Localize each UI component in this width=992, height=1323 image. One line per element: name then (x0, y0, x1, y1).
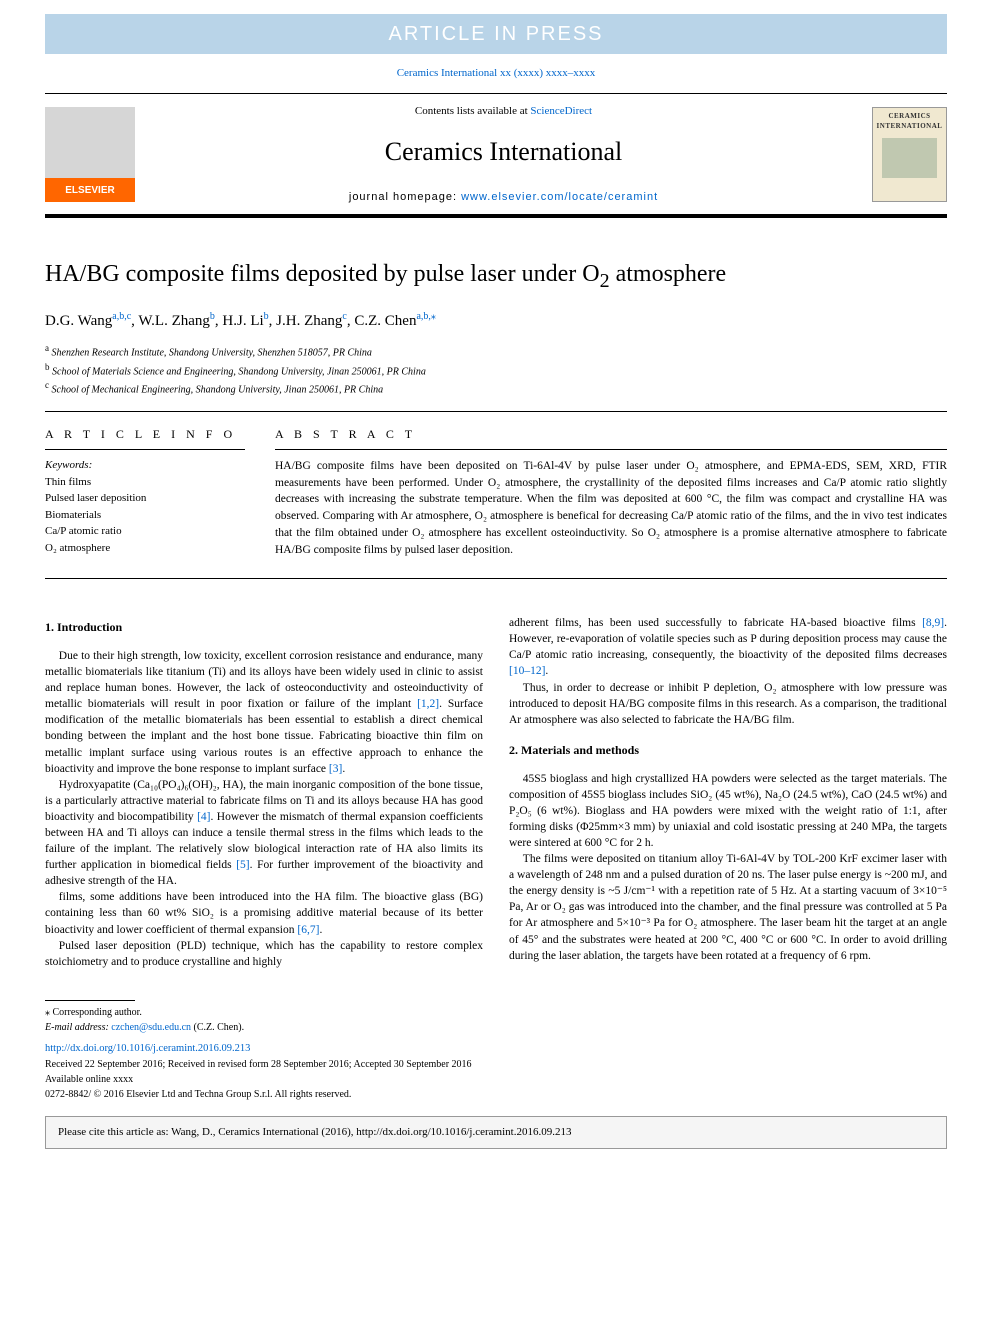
ref-1-2[interactable]: [1,2] (417, 698, 439, 710)
homepage-line: journal homepage: www.elsevier.com/locat… (135, 190, 872, 205)
keyword: Biomaterials (45, 507, 245, 524)
ref-5[interactable]: [5] (236, 859, 249, 871)
affiliation: a Shenzhen Research Institute, Shandong … (45, 342, 947, 360)
title-post: atmosphere (610, 261, 727, 287)
body-text-columns: 1. Introduction Due to their high streng… (45, 615, 947, 970)
article-info-heading: A R T I C L E I N F O (45, 426, 245, 450)
article-body: HA/BG composite films deposited by pulse… (45, 258, 947, 970)
affiliation: c School of Mechanical Engineering, Shan… (45, 379, 947, 397)
cite-box: Please cite this article as: Wang, D., C… (45, 1116, 947, 1149)
methods-p1: 45S5 bioglass and high crystallized HA p… (509, 771, 947, 851)
keywords-label: Keywords: (45, 458, 245, 473)
col2-p2: Thus, in order to decrease or inhibit P … (509, 680, 947, 728)
ref-6-7[interactable]: [6,7] (297, 924, 319, 936)
copyright: 0272-8842/ © 2016 Elsevier Ltd and Techn… (45, 1087, 947, 1102)
contents-line: Contents lists available at ScienceDirec… (135, 104, 872, 119)
journal-homepage-link[interactable]: www.elsevier.com/locate/ceramint (461, 191, 658, 203)
available-online: Available online xxxx (45, 1072, 947, 1087)
homepage-prefix: journal homepage: (349, 191, 461, 203)
author: W.L. Zhang (138, 313, 210, 329)
info-abstract-row: A R T I C L E I N F O Keywords: Thin fil… (45, 411, 947, 579)
author-affil-link[interactable]: a,b,c (112, 311, 131, 322)
intro-p1c: . (342, 763, 345, 775)
elsevier-logo: ELSEVIER (45, 107, 135, 202)
keyword: O₂ atmosphere (45, 540, 245, 557)
authors-line: D.G. Wanga,b,c, W.L. Zhangb, H.J. Lib, J… (45, 310, 947, 332)
sciencedirect-link[interactable]: ScienceDirect (530, 105, 592, 117)
keywords-list: Thin filmsPulsed laser depositionBiomate… (45, 474, 245, 557)
col2-p1: adherent films, has been used successful… (509, 615, 947, 679)
title-pre: HA/BG composite films deposited by pulse… (45, 261, 600, 287)
header-center: Contents lists available at ScienceDirec… (135, 104, 872, 205)
corresponding-author: ⁎ Corresponding author. (45, 1005, 947, 1020)
elsevier-logo-text: ELSEVIER (65, 184, 114, 198)
email-link[interactable]: czchen@sdu.edu.cn (111, 1022, 191, 1033)
author: H.J. Li (222, 313, 263, 329)
title-sub: 2 (600, 269, 610, 291)
email-line: E-mail address: czchen@sdu.edu.cn (C.Z. … (45, 1020, 947, 1035)
keyword: Thin films (45, 474, 245, 491)
received-dates: Received 22 September 2016; Received in … (45, 1057, 947, 1072)
intro-p2: Hydroxyapatite (Ca₁₀(PO₄)₆(OH)₂, HA), th… (45, 777, 483, 890)
keyword: Ca/P atomic ratio (45, 523, 245, 540)
article-in-press-banner: ARTICLE IN PRESS (45, 14, 947, 54)
intro-p3a: films, some additions have been introduc… (45, 891, 483, 935)
ref-8-9[interactable]: [8,9] (922, 617, 944, 629)
author-affil-link[interactable]: b (210, 311, 215, 322)
journal-header: ELSEVIER Contents lists available at Sci… (45, 93, 947, 217)
contents-prefix: Contents lists available at (415, 105, 530, 117)
methods-p2: The films were deposited on titanium all… (509, 851, 947, 964)
journal-reference: Ceramics International xx (xxxx) xxxx–xx… (0, 66, 992, 81)
author-affil-link[interactable]: a,b,⁎ (416, 311, 435, 322)
ref-4[interactable]: [4] (197, 811, 210, 823)
affiliations: a Shenzhen Research Institute, Shandong … (45, 342, 947, 397)
article-title: HA/BG composite films deposited by pulse… (45, 258, 947, 295)
email-suffix: (C.Z. Chen). (191, 1022, 244, 1033)
article-info-column: A R T I C L E I N F O Keywords: Thin fil… (45, 426, 245, 558)
author-affil-link[interactable]: b (264, 311, 269, 322)
ref-10-12[interactable]: [10–12] (509, 665, 545, 677)
footer: ⁎ Corresponding author. E-mail address: … (45, 1005, 947, 1102)
intro-p3: films, some additions have been introduc… (45, 889, 483, 937)
abstract-text: HA/BG composite films have been deposite… (275, 458, 947, 558)
abstract-heading: A B S T R A C T (275, 426, 947, 450)
intro-p1: Due to their high strength, low toxicity… (45, 648, 483, 777)
journal-cover-thumbnail: CERAMICS INTERNATIONAL (872, 107, 947, 202)
author: D.G. Wang (45, 313, 112, 329)
ref-3[interactable]: [3] (329, 763, 342, 775)
doi-link[interactable]: http://dx.doi.org/10.1016/j.ceramint.201… (45, 1041, 947, 1057)
author: J.H. Zhang (276, 313, 342, 329)
author: C.Z. Chen (354, 313, 416, 329)
col2-p1a: adherent films, has been used successful… (509, 617, 922, 629)
intro-p3b: . (319, 924, 322, 936)
affiliation: b School of Materials Science and Engine… (45, 361, 947, 379)
abstract-column: A B S T R A C T HA/BG composite films ha… (275, 426, 947, 558)
footer-separator (45, 1000, 135, 1001)
keyword: Pulsed laser deposition (45, 490, 245, 507)
email-label: E-mail address: (45, 1022, 111, 1033)
methods-heading: 2. Materials and methods (509, 742, 947, 759)
intro-p4: Pulsed laser deposition (PLD) technique,… (45, 938, 483, 970)
cover-title: CERAMICS (888, 112, 930, 122)
col2-p1c: . (545, 665, 548, 677)
intro-heading: 1. Introduction (45, 619, 483, 636)
cover-subtitle: INTERNATIONAL (877, 122, 943, 132)
journal-title: Ceramics International (135, 134, 872, 170)
cover-image-placeholder (882, 138, 937, 178)
author-affil-link[interactable]: c (342, 311, 346, 322)
